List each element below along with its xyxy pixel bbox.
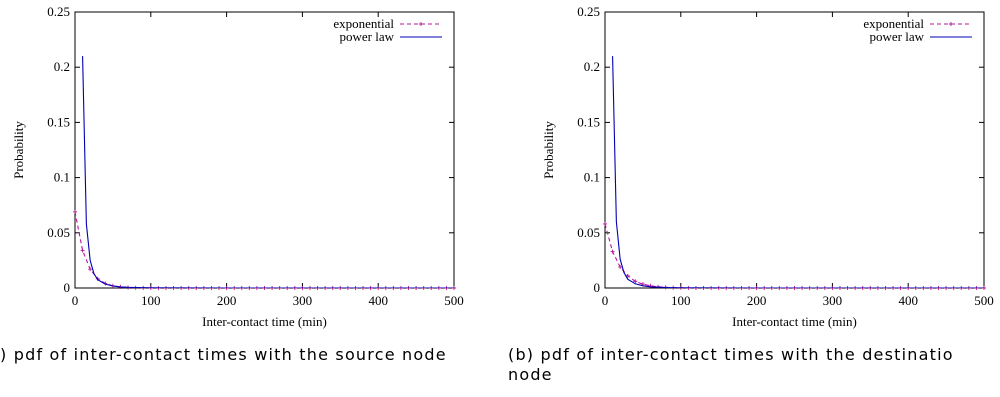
chart-panel-a: 0 100 200 300 400 500 0 0.05 0.1 0.15 0.2 0.25 Inter… [0,4,464,364]
legend-marker-exponential [419,22,423,26]
x-tick-label: 400 [898,293,918,308]
series-exponential-point [73,209,77,214]
series-exponential-point [618,265,623,270]
y-tick-label: 0.05 [577,225,600,240]
chart-b-svg: 0 100 200 300 400 500 0 0.05 0.1 0.15 0.2 0.25 Inter… [541,4,994,329]
plot-frame [74,11,455,289]
x-tick-label: 300 [293,293,313,308]
x-axis-title: Inter-contact time (min) [732,314,857,329]
x-tick-label: 500 [444,293,464,308]
y-tick-label: 0.2 [54,59,70,74]
chart-b-caption: (b) pdf of inter-contact times with the … [508,345,954,384]
y-tick-label: 0.15 [577,114,600,129]
x-axis-title: Inter-contact time (min) [202,314,327,329]
series-exponential-point [80,248,85,253]
y-tick-label: 0.15 [47,114,70,129]
y-axis-title: Probability [541,121,556,179]
x-tick-label: 100 [141,293,161,308]
series-exponential-line [605,223,984,288]
chart-a-caption: ) pdf of inter-contact times with the so… [0,345,447,364]
series-exponential-point [88,267,93,272]
y-axis-title: Probability [11,121,26,179]
x-tick-label: 0 [602,293,609,308]
x-tick-label: 200 [217,293,237,308]
series-exponential-line [75,211,454,288]
chart-a-svg: 0 100 200 300 400 500 0 0.05 0.1 0.15 0.2 0.25 Inter… [11,4,464,329]
series-power-law-line [612,56,984,288]
legend-label-power-law: power law [869,29,924,44]
legend-label-power-law: power law [339,29,394,44]
y-tick-label: 0.25 [47,4,70,19]
x-tick-label: 500 [974,293,994,308]
legend-label-exponential: exponential [333,16,394,31]
y-tick-label: 0 [594,280,601,295]
x-tick-label: 300 [823,293,843,308]
x-tick-label: 100 [671,293,691,308]
y-tick-label: 0.1 [584,170,600,185]
plot-frame [604,11,985,289]
x-tick-label: 0 [72,293,79,308]
y-tick-label: 0.05 [47,225,70,240]
y-tick-label: 0.1 [54,170,70,185]
legend-marker-exponential [949,22,953,26]
y-tick-label: 0.25 [577,4,600,19]
series-power-law-line [82,56,454,288]
x-tick-label: 200 [747,293,767,308]
legend-label-exponential: exponential [863,16,924,31]
series-exponential-point [633,279,638,284]
y-tick-label: 0.2 [584,59,600,74]
series-exponential-point [610,249,615,254]
chart-panel-b: 0 100 200 300 400 500 0 0.05 0.1 0.15 0.2 0.25 Inter… [500,0,1000,397]
series-exponential-point [603,221,607,226]
x-tick-label: 400 [368,293,388,308]
y-tick-label: 0 [64,280,71,295]
